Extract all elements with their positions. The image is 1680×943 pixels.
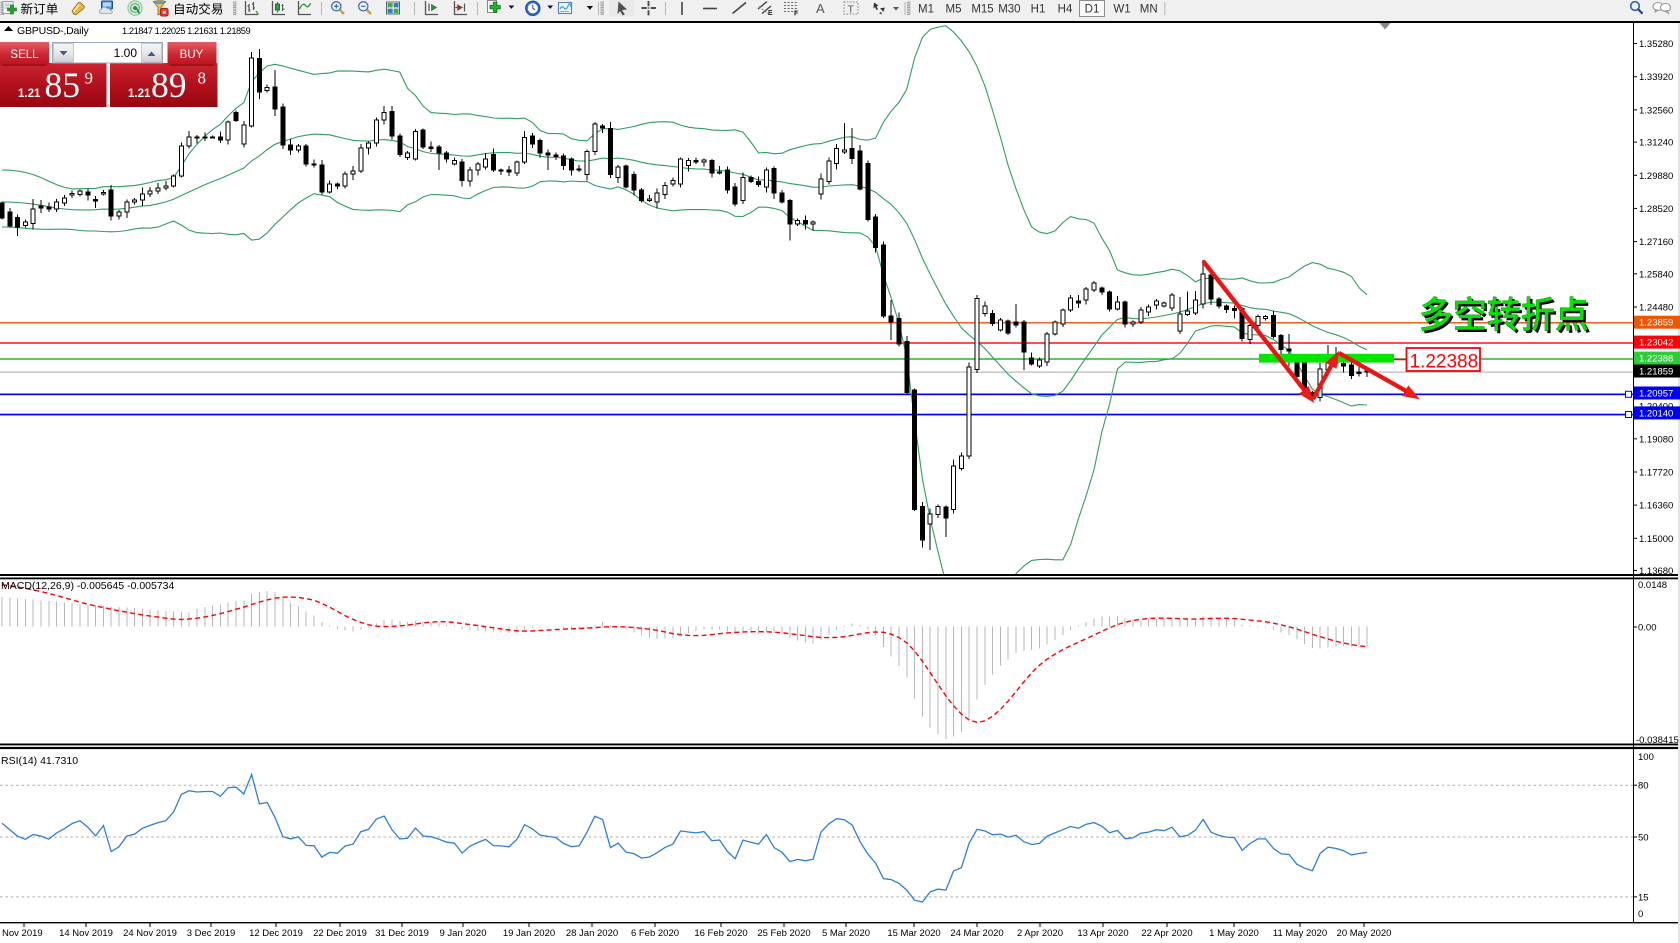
svg-text:M30: M30 (998, 4, 1020, 16)
svg-text:20 May 2020: 20 May 2020 (1337, 928, 1392, 939)
svg-text:1.27160: 1.27160 (1639, 237, 1673, 248)
svg-text:5 Mar 2020: 5 Mar 2020 (822, 928, 870, 939)
svg-text:3 Dec 2019: 3 Dec 2019 (187, 928, 236, 939)
svg-text:19 Jan 2020: 19 Jan 2020 (503, 928, 555, 939)
svg-text:0: 0 (1638, 909, 1643, 920)
svg-text:1 May 2020: 1 May 2020 (1209, 928, 1259, 939)
svg-text:2 Apr 2020: 2 Apr 2020 (1017, 928, 1063, 939)
svg-text:1.25840: 1.25840 (1639, 269, 1673, 280)
svg-text:-0.038415: -0.038415 (1636, 735, 1679, 746)
svg-text:1.23042: 1.23042 (1639, 338, 1673, 349)
svg-text:1.21: 1.21 (128, 88, 151, 100)
svg-text:1.21: 1.21 (18, 88, 41, 100)
svg-text:1.22388: 1.22388 (1410, 351, 1479, 372)
svg-text:MACD(12,26,9) -0.005645 -0.005: MACD(12,26,9) -0.005645 -0.005734 (1, 580, 175, 592)
svg-text:24 Nov 2019: 24 Nov 2019 (123, 928, 177, 939)
svg-text:H1: H1 (1031, 4, 1046, 16)
svg-text:H4: H4 (1058, 4, 1073, 16)
svg-text:9 Jan 2020: 9 Jan 2020 (439, 928, 486, 939)
svg-text:1.28520: 1.28520 (1639, 204, 1673, 215)
svg-text:1.15000: 1.15000 (1639, 534, 1673, 545)
svg-text:1.23859: 1.23859 (1639, 318, 1673, 329)
svg-text:1.35280: 1.35280 (1639, 39, 1673, 50)
svg-text:1.29880: 1.29880 (1639, 171, 1673, 182)
svg-text:1.19080: 1.19080 (1639, 434, 1673, 445)
svg-text:28 Jan 2020: 28 Jan 2020 (566, 928, 618, 939)
svg-text:89: 89 (151, 65, 187, 105)
svg-text:A: A (816, 1, 825, 16)
svg-text:M5: M5 (946, 4, 962, 16)
svg-text:0.00: 0.00 (1638, 623, 1657, 634)
svg-text:100: 100 (1638, 752, 1654, 763)
svg-text:80: 80 (1638, 781, 1649, 792)
svg-text:22 Apr 2020: 22 Apr 2020 (1141, 928, 1192, 939)
svg-text:D1: D1 (1085, 4, 1100, 16)
svg-text:M15: M15 (971, 4, 993, 16)
svg-text:9: 9 (85, 69, 94, 88)
svg-text:T: T (848, 4, 855, 16)
svg-text:1.32560: 1.32560 (1639, 105, 1673, 116)
svg-text:1.20140: 1.20140 (1639, 408, 1673, 419)
svg-text:Nov 2019: Nov 2019 (2, 928, 43, 939)
svg-text:MN: MN (1140, 4, 1158, 16)
svg-text:11 May 2020: 11 May 2020 (1273, 928, 1327, 939)
svg-text:E: E (768, 10, 773, 17)
svg-text:1.24480: 1.24480 (1639, 303, 1673, 314)
svg-text:1.17720: 1.17720 (1639, 468, 1673, 479)
svg-text:1.20957: 1.20957 (1639, 389, 1673, 400)
svg-text:1.31240: 1.31240 (1639, 138, 1673, 149)
svg-text:24 Mar 2020: 24 Mar 2020 (950, 928, 1003, 939)
svg-text:1.16360: 1.16360 (1639, 501, 1673, 512)
svg-text:BUY: BUY (180, 49, 204, 61)
svg-text:85: 85 (45, 65, 81, 105)
svg-text:GBPUSD-,Daily: GBPUSD-,Daily (17, 25, 89, 37)
svg-text:31 Dec 2019: 31 Dec 2019 (375, 928, 429, 939)
svg-text:50: 50 (1638, 833, 1649, 844)
svg-text:15 Mar 2020: 15 Mar 2020 (887, 928, 940, 939)
svg-text:1.22388: 1.22388 (1639, 354, 1673, 365)
svg-text:16 Feb 2020: 16 Feb 2020 (694, 928, 747, 939)
svg-text:1.21847 1.22025 1.21631 1.2185: 1.21847 1.22025 1.21631 1.21859 (122, 26, 251, 36)
svg-text:15: 15 (1638, 892, 1649, 903)
svg-text:SELL: SELL (10, 49, 39, 61)
svg-text:8: 8 (198, 69, 207, 88)
svg-text:M1: M1 (918, 4, 934, 16)
svg-text:1.13680: 1.13680 (1639, 566, 1673, 577)
svg-text:F: F (794, 11, 799, 18)
svg-text:12 Dec 2019: 12 Dec 2019 (249, 928, 303, 939)
svg-text:25 Feb 2020: 25 Feb 2020 (757, 928, 810, 939)
svg-text:0.0148: 0.0148 (1638, 580, 1667, 591)
svg-text:RSI(14) 41.7310: RSI(14) 41.7310 (1, 755, 78, 767)
svg-text:1.00: 1.00 (114, 46, 138, 60)
svg-text:1.21859: 1.21859 (1639, 367, 1673, 378)
svg-text:13 Apr 2020: 13 Apr 2020 (1077, 928, 1128, 939)
svg-text:1.33920: 1.33920 (1639, 72, 1673, 83)
svg-text:W1: W1 (1113, 4, 1130, 16)
svg-text:6 Feb 2020: 6 Feb 2020 (631, 928, 679, 939)
svg-text:14 Nov 2019: 14 Nov 2019 (59, 928, 113, 939)
svg-text:22 Dec 2019: 22 Dec 2019 (313, 928, 367, 939)
